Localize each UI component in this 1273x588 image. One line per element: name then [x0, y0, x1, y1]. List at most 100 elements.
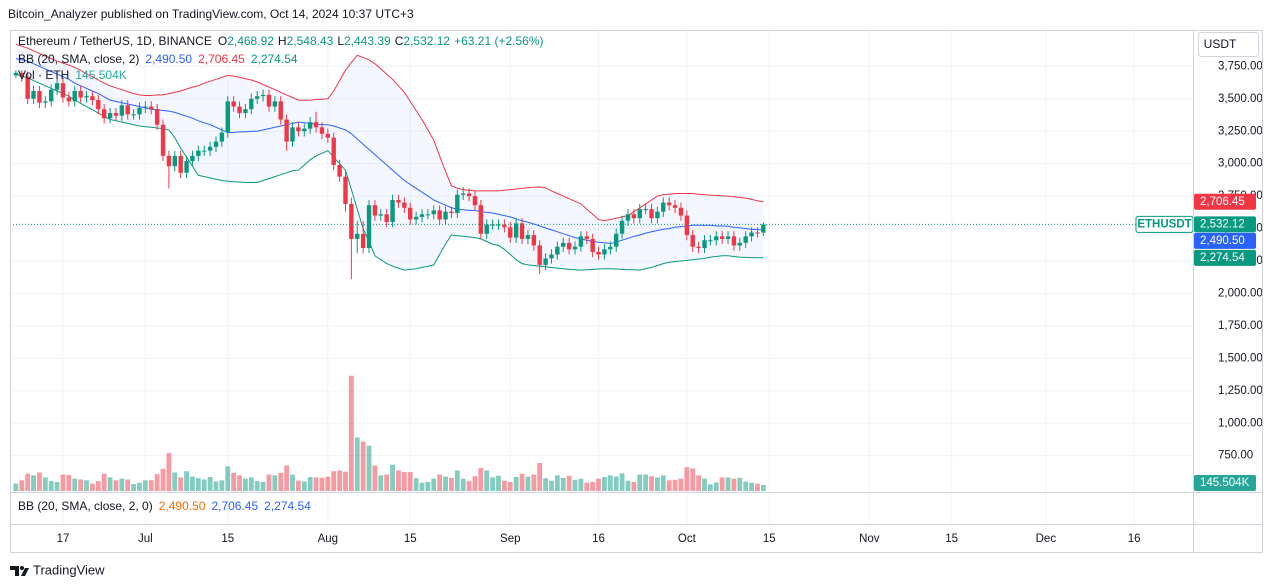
lower-pane-value: 2,274.54: [264, 499, 311, 513]
volume-badge: [1194, 475, 1256, 491]
volume-bar: [519, 473, 525, 491]
candle-body: [649, 209, 654, 219]
volume-bar: [578, 478, 584, 491]
candle-body: [249, 98, 254, 110]
candle-body: [355, 233, 360, 239]
candle-body: [502, 224, 507, 228]
candle-body: [637, 209, 642, 219]
candle-body: [172, 155, 177, 167]
candle-body: [396, 200, 401, 203]
candle-body: [743, 236, 748, 243]
legend-volume-line: Vol · ETH 145.504K: [18, 68, 127, 82]
candle-body: [419, 214, 425, 217]
volume-bar: [101, 473, 107, 491]
volume-bar: [596, 478, 601, 491]
candle-body: [525, 235, 531, 239]
candle-body: [278, 101, 283, 120]
candle-body: [143, 106, 148, 108]
candle-body: [614, 233, 619, 247]
candle-body: [631, 214, 637, 219]
legend-symbol-line: Ethereum / TetherUS, 1D, BINANCE O2,468.9…: [18, 34, 544, 48]
volume-bar: [749, 482, 754, 491]
candle-body: [472, 196, 478, 206]
volume-bar: [254, 481, 260, 491]
volume-bar: [619, 473, 625, 491]
volume-bar: [760, 485, 766, 491]
logo-shape: [21, 568, 29, 576]
candle-body: [219, 132, 225, 142]
volume-bar: [31, 475, 36, 491]
volume-bar: [278, 472, 284, 491]
candle-body: [178, 155, 183, 173]
x-tick-label: 15: [404, 533, 417, 545]
candle-body: [725, 236, 731, 239]
candle-body: [566, 242, 572, 250]
volume-bar: [319, 477, 325, 491]
candle-body: [254, 96, 260, 99]
volume-bar: [60, 474, 66, 491]
candle-body: [78, 90, 83, 98]
volume-bar: [707, 484, 713, 491]
volume-bar: [366, 445, 372, 491]
candle-body: [66, 97, 72, 102]
volume-bar: [466, 481, 472, 491]
candle-body: [413, 216, 419, 220]
candle-body: [590, 238, 595, 252]
volume-bar: [501, 480, 507, 491]
candle-body: [184, 161, 189, 173]
volume-bar: [672, 479, 678, 491]
legend-ohlc-key: L: [337, 34, 344, 48]
volume-bar: [525, 476, 531, 491]
volume-bar: [290, 474, 295, 491]
candle-body: [749, 232, 754, 237]
candle-body: [331, 137, 336, 165]
candle-body: [202, 150, 207, 152]
volume-bar: [637, 474, 643, 491]
candle-body: [402, 202, 407, 208]
volume-bar: [48, 481, 54, 491]
candle-body: [484, 224, 489, 234]
candle-body: [549, 254, 554, 259]
candle-body: [284, 119, 289, 142]
volume-bar: [195, 478, 201, 491]
candle-body: [572, 246, 578, 250]
volume-bar: [584, 482, 590, 491]
legend-ohlc-key: O: [218, 34, 227, 48]
footer-logo: [10, 566, 29, 576]
volume-bar: [348, 375, 354, 491]
candle-body: [349, 203, 354, 239]
candle-body: [543, 258, 548, 265]
unit-label: USDT: [1204, 37, 1237, 51]
volume-bar: [13, 483, 19, 491]
x-tick-label: Jul: [138, 533, 153, 545]
price-badge-label: 2,490.50: [1200, 235, 1245, 247]
candle-body: [478, 205, 484, 234]
unit-box[interactable]: [1198, 32, 1259, 57]
volume-bar: [649, 476, 654, 491]
volume-bar: [89, 483, 95, 491]
volume-bar: [248, 477, 254, 491]
volume-bar: [384, 474, 390, 491]
volume-bar: [219, 480, 225, 491]
candle-body: [48, 89, 54, 102]
volume-bar: [378, 475, 384, 491]
candle-body: [555, 246, 560, 255]
volume-bar: [566, 475, 572, 491]
volume-bar: [401, 472, 407, 491]
volume-bar: [325, 476, 331, 491]
candle-body: [96, 100, 101, 110]
lower-pane-value: 2,706.45: [211, 499, 258, 513]
volume-bar: [66, 474, 72, 491]
volume-bar: [396, 470, 401, 491]
x-tick-label: Oct: [678, 533, 697, 545]
legend-volume-value: 145.504K: [75, 68, 126, 82]
volume-bar: [260, 481, 266, 491]
volume-bar: [696, 475, 702, 491]
lower-pane-indicator: BB (20, SMA, close, 2, 0): [18, 499, 153, 513]
y-tick-label: 1,250.00: [1218, 385, 1263, 397]
volume-bar: [42, 477, 48, 491]
y-tick-label: 2,000.00: [1218, 287, 1263, 299]
candle-body: [101, 109, 107, 119]
x-tick-label: 17: [57, 533, 70, 545]
